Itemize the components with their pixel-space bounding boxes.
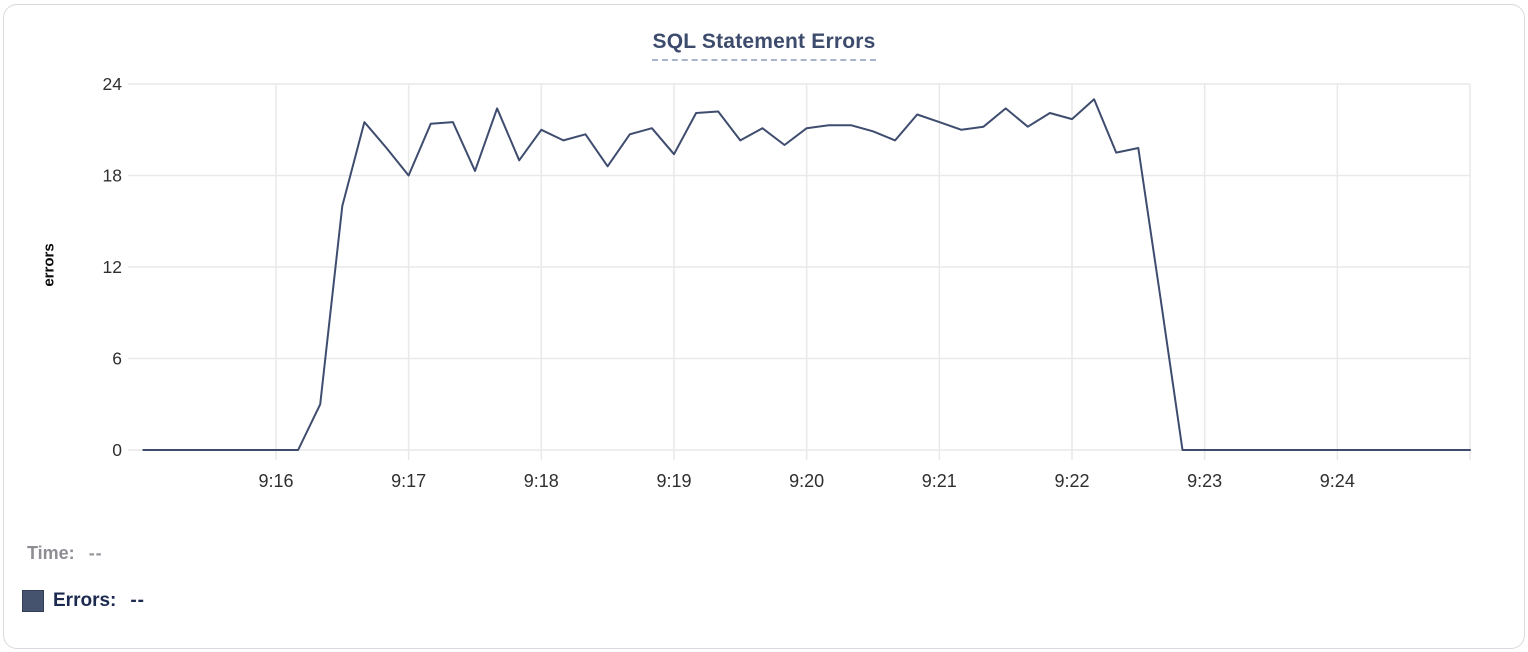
tooltip-errors-value: --: [130, 590, 146, 611]
x-tick-label: 9:16: [258, 471, 293, 491]
tooltip-errors-label: Errors:: [53, 590, 117, 611]
x-tick-label: 9:22: [1054, 471, 1089, 491]
x-tick-label: 9:23: [1187, 471, 1222, 491]
y-tick-label: 6: [112, 349, 122, 369]
errors-series-line[interactable]: [142, 98, 1471, 451]
tooltip-time-label: Time:: [27, 543, 75, 563]
x-tick-label: 9:21: [922, 471, 957, 491]
y-tick-label: 12: [103, 257, 122, 277]
chart-title[interactable]: SQL Statement Errors: [652, 30, 876, 61]
y-tick-label: 18: [103, 166, 122, 186]
tooltip-time-row: Time: --: [27, 543, 103, 564]
x-tick-label: 9:24: [1320, 471, 1355, 491]
errors-series-swatch: [22, 590, 44, 612]
x-tick-label: 9:17: [391, 471, 426, 491]
tooltip-errors-row: Errors: --: [22, 590, 145, 612]
chart-card: [3, 4, 1525, 649]
x-tick-label: 9:20: [789, 471, 824, 491]
x-tick-label: 9:18: [524, 471, 559, 491]
tooltip-time-value: --: [88, 543, 103, 563]
y-tick-label: 24: [103, 74, 123, 94]
title-wrap: SQL Statement Errors: [0, 30, 1528, 61]
errors-line-chart[interactable]: 0 6 12 18 24 9:16 9:17 9:18 9:19 9:20 9:21 9:22 9:23…: [0, 0, 1528, 512]
x-tick-label: 9:19: [656, 471, 691, 491]
y-tick-label: 0: [112, 440, 122, 460]
